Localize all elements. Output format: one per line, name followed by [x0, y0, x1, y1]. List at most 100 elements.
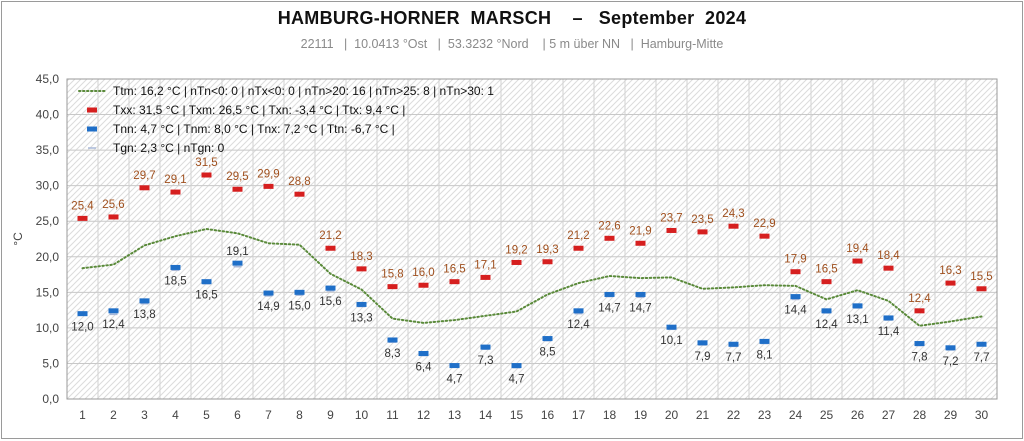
series-ttm-line [81, 227, 983, 327]
txx-data-label: 21,2 [319, 230, 341, 242]
x-tick-label: 30 [975, 408, 989, 422]
tgn-marker [140, 302, 149, 305]
tnn-marker [356, 301, 367, 307]
txx-marker [666, 227, 677, 233]
txx-marker [325, 245, 336, 251]
x-tick-label: 17 [572, 408, 586, 422]
txx-data-label: 23,7 [660, 212, 682, 224]
chart-title: HAMBURG-HORNER MARSCH – September 2024 [277, 8, 747, 28]
legend-symbol-tgn [88, 147, 96, 149]
y-tick-label: 45,0 [36, 72, 60, 86]
x-tick-label: 9 [327, 408, 334, 422]
x-tick-label: 23 [758, 408, 772, 422]
txx-data-label: 31,5 [195, 157, 217, 169]
tnn-data-label: 10,1 [660, 335, 682, 347]
y-tick-label: 35,0 [36, 143, 60, 157]
tnn-data-label: 19,1 [226, 246, 248, 258]
x-tick-label: 5 [203, 408, 210, 422]
x-tick-label: 19 [634, 408, 648, 422]
txx-marker [759, 233, 770, 239]
txx-marker [914, 308, 925, 314]
tgn-marker [171, 269, 180, 272]
x-tick-label: 7 [265, 408, 272, 422]
txx-marker [728, 223, 739, 229]
tnn-data-label: 14,7 [629, 302, 651, 314]
tnn-marker [542, 336, 553, 342]
x-tick-label: 18 [603, 408, 617, 422]
x-tick-label: 15 [510, 408, 524, 422]
plot-border [66, 78, 998, 400]
tnn-marker [325, 285, 336, 291]
txx-data-label: 18,3 [350, 251, 372, 263]
x-tick-label: 26 [851, 408, 865, 422]
x-tick-label: 20 [665, 408, 679, 422]
txx-marker [449, 279, 460, 285]
tnn-marker [108, 308, 119, 314]
x-tick-label: 16 [541, 408, 555, 422]
tnn-data-label: 8,1 [757, 349, 773, 361]
y-tick-label: 40,0 [36, 108, 60, 122]
y-axis-label: °C [11, 232, 25, 246]
x-tick-label: 6 [234, 408, 241, 422]
txx-marker [232, 186, 243, 192]
tnn-marker [263, 290, 274, 296]
txx-marker [883, 265, 894, 271]
x-tick-label: 28 [913, 408, 927, 422]
legend-symbol-tnn [87, 126, 97, 132]
x-tick-label: 13 [448, 408, 462, 422]
legend-entry-tgn: Tgn: 2,3 °C | nTgn: 0 [113, 141, 225, 155]
y-tick-label: 25,0 [36, 214, 60, 228]
txx-marker [821, 279, 832, 285]
x-tick-label: 4 [172, 408, 179, 422]
txx-data-label: 23,5 [691, 214, 713, 226]
txx-marker [945, 280, 956, 286]
x-tick-label: 2 [110, 408, 117, 422]
legend-entry-tnn: Tnn: 4,7 °C | Tnm: 8,0 °C | Tnx: 7,2 °C … [113, 122, 395, 136]
tnn-marker [883, 315, 894, 321]
tnn-marker [139, 298, 150, 304]
txx-marker [387, 284, 398, 290]
tnn-data-label: 16,5 [195, 290, 217, 302]
txx-data-label: 28,8 [288, 176, 310, 188]
txx-marker [480, 274, 491, 280]
txx-data-label: 16,5 [443, 264, 465, 276]
x-tick-label: 27 [882, 408, 896, 422]
tnn-marker [914, 341, 925, 347]
x-tick-label: 21 [696, 408, 710, 422]
txx-data-label: 25,4 [71, 200, 94, 212]
tgn-marker [636, 296, 645, 299]
txx-marker [170, 189, 181, 195]
txx-data-label: 21,9 [629, 225, 651, 237]
txx-data-label: 15,8 [381, 269, 403, 281]
txx-marker [139, 185, 150, 191]
txx-data-label: 17,9 [784, 254, 806, 266]
tnn-marker [480, 344, 491, 350]
txx-marker [201, 172, 212, 178]
tnn-data-label: 15,6 [319, 296, 341, 308]
txx-data-label: 12,4 [908, 293, 931, 305]
y-tick-label: 10,0 [36, 321, 60, 335]
tnn-data-label: 12,4 [815, 319, 838, 331]
txx-data-label: 15,5 [970, 271, 992, 283]
txx-marker [263, 183, 274, 189]
x-tick-label: 3 [141, 408, 148, 422]
tnn-data-label: 6,4 [416, 361, 433, 373]
txx-data-label: 29,9 [257, 168, 279, 180]
tnn-marker [77, 311, 88, 317]
txx-data-label: 16,0 [412, 267, 434, 279]
tnn-marker [790, 294, 801, 300]
tnn-data-label: 13,1 [846, 314, 868, 326]
tnn-marker [821, 308, 832, 314]
legend-entry-ttm: Ttm: 16,2 °C | nTn<0: 0 | nTx<0: 0 | nTn… [113, 84, 494, 98]
txx-data-label: 19,4 [846, 243, 869, 255]
txx-marker [852, 258, 863, 264]
txx-data-label: 29,7 [133, 170, 155, 182]
txx-data-label: 29,1 [164, 174, 186, 186]
tgn-marker [264, 295, 273, 297]
tnn-data-label: 11,4 [878, 326, 900, 338]
tnn-marker [449, 363, 460, 369]
tgn-marker [791, 298, 800, 301]
y-tick-label: 30,0 [36, 179, 60, 193]
tnn-data-label: 7,2 [943, 356, 959, 368]
txx-data-label: 29,5 [226, 171, 248, 183]
